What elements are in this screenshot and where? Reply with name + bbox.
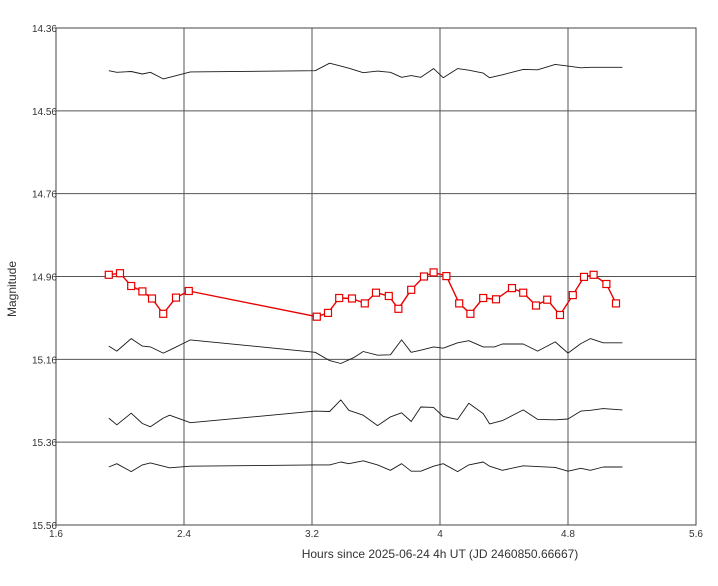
- data-point: [335, 293, 344, 303]
- data-point: [138, 287, 147, 296]
- series-4: [108, 399, 623, 428]
- y-tick-label: 14.96: [32, 273, 57, 284]
- series-line: [108, 271, 617, 318]
- x-tick-label: 4.8: [561, 529, 575, 540]
- data-point: [347, 294, 357, 303]
- y-tick-label: 14.76: [32, 190, 57, 201]
- x-tick-label: 4: [437, 529, 443, 540]
- series-line: [108, 460, 623, 473]
- x-axis-title: Hours since 2025-06-24 4h UT (JD 2460850…: [302, 547, 579, 561]
- data-point: [429, 268, 438, 277]
- x-tick-label: 1.6: [49, 529, 63, 540]
- grid: [56, 28, 696, 525]
- data-point: [602, 279, 611, 289]
- data-point: [531, 301, 541, 310]
- series-line: [108, 338, 623, 364]
- data-point: [115, 269, 125, 278]
- series-2: [104, 268, 621, 321]
- data-point: [543, 295, 552, 304]
- x-tick-labels: 1.6 2.4 3.2 4 4.8 5.6: [49, 529, 703, 540]
- data-point: [127, 281, 136, 291]
- y-tick-label: 15.56: [32, 521, 57, 532]
- y-tick-label: 14.36: [32, 24, 57, 35]
- data-point: [579, 272, 589, 281]
- data-point: [455, 299, 464, 308]
- data-point: [568, 291, 577, 300]
- y-tick-label: 15.36: [32, 438, 57, 449]
- data-point: [384, 291, 393, 301]
- y-tick-label: 15.16: [32, 355, 57, 366]
- x-tick-label: 5.6: [689, 529, 703, 540]
- data-point: [466, 309, 475, 318]
- x-tick-label: 3.2: [305, 529, 319, 540]
- series-line: [108, 62, 623, 80]
- data-point: [479, 293, 488, 303]
- data-point: [360, 299, 369, 308]
- data-point: [442, 272, 451, 281]
- data-point: [507, 284, 517, 293]
- data-point: [104, 270, 113, 279]
- data-point: [371, 288, 381, 297]
- data-point: [184, 286, 193, 296]
- data-point: [491, 295, 501, 304]
- series-3: [108, 338, 623, 364]
- data-point: [312, 312, 321, 321]
- data-point: [555, 310, 565, 320]
- data-point: [147, 294, 157, 303]
- data-series: [104, 62, 623, 473]
- series-line: [108, 399, 623, 428]
- series-5: [108, 460, 623, 473]
- data-point: [407, 285, 416, 294]
- data-point: [394, 304, 403, 313]
- plot-frame: [55, 27, 697, 526]
- y-tick-label: 14.56: [32, 107, 57, 118]
- y-tick-labels: 14.36 14.56 14.76 14.96 15.16 15.36 15.56: [32, 24, 57, 532]
- data-point: [419, 272, 429, 281]
- y-axis-title: Magnitude: [5, 261, 19, 317]
- data-point: [171, 293, 181, 302]
- data-point: [159, 309, 168, 318]
- data-point: [611, 299, 621, 308]
- data-point: [519, 288, 528, 297]
- x-tick-label: 2.4: [177, 529, 191, 540]
- series-1: [108, 62, 623, 80]
- data-point: [323, 308, 333, 317]
- data-point: [589, 270, 598, 279]
